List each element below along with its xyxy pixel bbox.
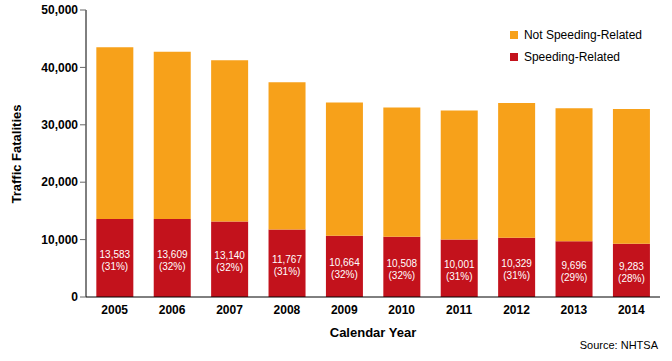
html-text:Speeding-Related: Speeding-Related xyxy=(523,50,620,64)
svg-text:2010: 2010 xyxy=(388,303,415,317)
svg-text:Calendar Year: Calendar Year xyxy=(330,325,416,340)
svg-text:50,000: 50,000 xyxy=(41,3,78,17)
svg-text:2013: 2013 xyxy=(561,303,588,317)
svg-text:40,000: 40,000 xyxy=(41,61,78,75)
svg-text:2006: 2006 xyxy=(159,303,186,317)
svg-text:30,000: 30,000 xyxy=(41,118,78,132)
svg-text:10,329(31%): 10,329(31%) xyxy=(501,258,532,281)
svg-text:10,001(31%): 10,001(31%) xyxy=(444,259,475,282)
svg-text:10,508(32%): 10,508(32%) xyxy=(387,258,418,281)
svg-text:0: 0 xyxy=(71,290,78,304)
html-text:Not Speeding-Related: Not Speeding-Related xyxy=(523,28,642,42)
svg-text:13,583(31%): 13,583(31%) xyxy=(100,249,131,272)
svg-text:13,609(32%): 13,609(32%) xyxy=(157,249,188,272)
svg-text:Traffic Fatalities: Traffic Fatalities xyxy=(9,105,24,204)
svg-text:9,696(29%): 9,696(29%) xyxy=(561,260,588,283)
svg-text:2007: 2007 xyxy=(216,303,243,317)
svg-text:2012: 2012 xyxy=(503,303,530,317)
svg-text:2009: 2009 xyxy=(331,303,358,317)
svg-text:13,140(32%): 13,140(32%) xyxy=(214,250,245,273)
svg-text:2014: 2014 xyxy=(618,303,645,317)
svg-text:11,767(31%): 11,767(31%) xyxy=(272,254,302,277)
html-text:Source: NHTSA: Source: NHTSA xyxy=(579,339,658,351)
svg-text:10,000: 10,000 xyxy=(41,233,78,247)
svg-text:10,664(32%): 10,664(32%) xyxy=(329,257,360,280)
svg-text:2005: 2005 xyxy=(101,303,128,317)
svg-text:9,283(28%): 9,283(28%) xyxy=(618,261,645,284)
svg-text:2008: 2008 xyxy=(274,303,301,317)
svg-text:20,000: 20,000 xyxy=(41,175,78,189)
svg-text:2011: 2011 xyxy=(446,303,472,317)
